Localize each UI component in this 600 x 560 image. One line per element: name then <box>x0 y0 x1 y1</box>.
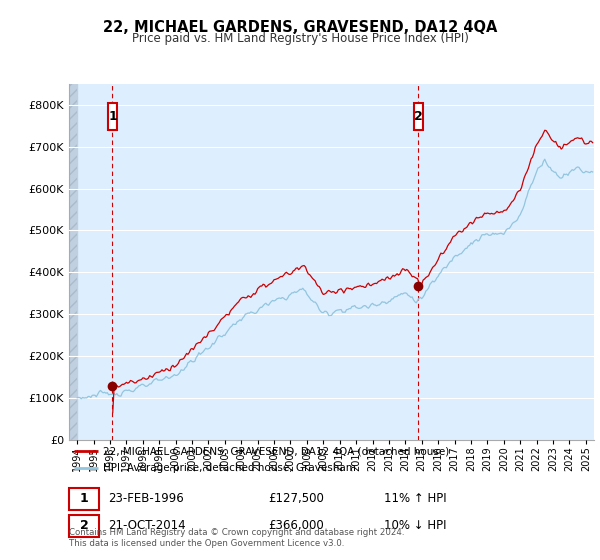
Text: 11% ↑ HPI: 11% ↑ HPI <box>384 492 446 506</box>
Bar <box>69 488 100 510</box>
Bar <box>69 84 77 440</box>
Text: Contains HM Land Registry data © Crown copyright and database right 2024.
This d: Contains HM Land Registry data © Crown c… <box>69 528 404 548</box>
Bar <box>107 103 118 130</box>
Bar <box>413 103 424 130</box>
Text: £366,000: £366,000 <box>269 519 324 533</box>
Text: 23-FEB-1996: 23-FEB-1996 <box>109 492 184 506</box>
Text: HPI: Average price, detached house, Gravesham: HPI: Average price, detached house, Grav… <box>103 464 356 473</box>
Text: Price paid vs. HM Land Registry's House Price Index (HPI): Price paid vs. HM Land Registry's House … <box>131 32 469 45</box>
Text: 22, MICHAEL GARDENS, GRAVESEND, DA12 4QA: 22, MICHAEL GARDENS, GRAVESEND, DA12 4QA <box>103 20 497 35</box>
Text: 2: 2 <box>80 519 89 533</box>
Text: 10% ↓ HPI: 10% ↓ HPI <box>384 519 446 533</box>
Text: 21-OCT-2014: 21-OCT-2014 <box>109 519 186 533</box>
Text: 1: 1 <box>80 492 89 506</box>
Bar <box>69 515 100 537</box>
Text: 1: 1 <box>108 110 117 123</box>
Text: 22, MICHAEL GARDENS, GRAVESEND, DA12 4QA (detached house): 22, MICHAEL GARDENS, GRAVESEND, DA12 4QA… <box>103 446 449 456</box>
Text: £127,500: £127,500 <box>269 492 325 506</box>
Bar <box>69 84 77 440</box>
Text: 2: 2 <box>414 110 423 123</box>
